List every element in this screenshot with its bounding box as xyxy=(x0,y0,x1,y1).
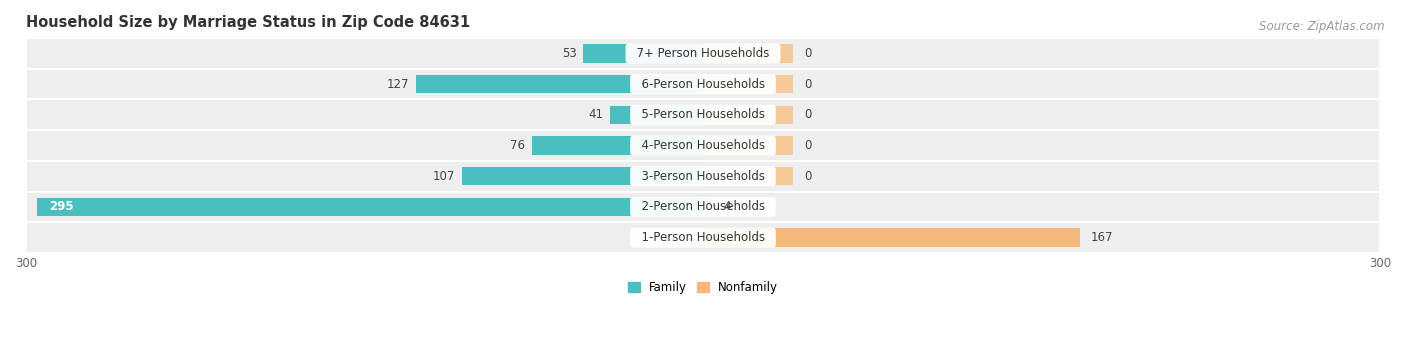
Text: 0: 0 xyxy=(804,47,811,60)
Text: 41: 41 xyxy=(589,108,603,121)
Text: 3-Person Households: 3-Person Households xyxy=(634,170,772,183)
Bar xyxy=(416,75,703,94)
Bar xyxy=(27,161,1379,191)
Bar xyxy=(703,228,1080,247)
Text: 127: 127 xyxy=(387,78,409,91)
Text: 76: 76 xyxy=(510,139,524,152)
Text: 295: 295 xyxy=(49,200,73,214)
Text: 5-Person Households: 5-Person Households xyxy=(634,108,772,121)
Text: 1-Person Households: 1-Person Households xyxy=(634,231,772,244)
Text: 2-Person Households: 2-Person Households xyxy=(634,200,772,214)
Bar xyxy=(703,106,793,124)
Text: 6-Person Households: 6-Person Households xyxy=(634,78,772,91)
Text: 4-Person Households: 4-Person Households xyxy=(634,139,772,152)
Bar xyxy=(461,167,703,185)
Bar xyxy=(703,75,793,94)
Bar xyxy=(703,44,793,63)
Bar xyxy=(703,167,793,185)
Bar xyxy=(27,130,1379,161)
Text: 0: 0 xyxy=(804,108,811,121)
Text: 107: 107 xyxy=(433,170,454,183)
Text: 4: 4 xyxy=(723,200,731,214)
Text: Household Size by Marriage Status in Zip Code 84631: Household Size by Marriage Status in Zip… xyxy=(27,15,470,30)
Bar xyxy=(27,191,1379,222)
Bar xyxy=(531,136,703,155)
Bar xyxy=(583,44,703,63)
Bar xyxy=(703,136,793,155)
Text: Source: ZipAtlas.com: Source: ZipAtlas.com xyxy=(1260,20,1385,33)
Text: 0: 0 xyxy=(804,139,811,152)
Bar xyxy=(27,222,1379,253)
Text: 0: 0 xyxy=(804,170,811,183)
Bar xyxy=(27,69,1379,100)
Text: 7+ Person Households: 7+ Person Households xyxy=(628,47,778,60)
Bar xyxy=(27,100,1379,130)
Legend: Family, Nonfamily: Family, Nonfamily xyxy=(628,281,778,294)
Text: 167: 167 xyxy=(1091,231,1114,244)
Bar xyxy=(38,198,703,216)
Bar xyxy=(27,38,1379,69)
Text: 0: 0 xyxy=(804,78,811,91)
Bar xyxy=(610,106,703,124)
Text: 53: 53 xyxy=(562,47,576,60)
Bar xyxy=(703,198,711,216)
